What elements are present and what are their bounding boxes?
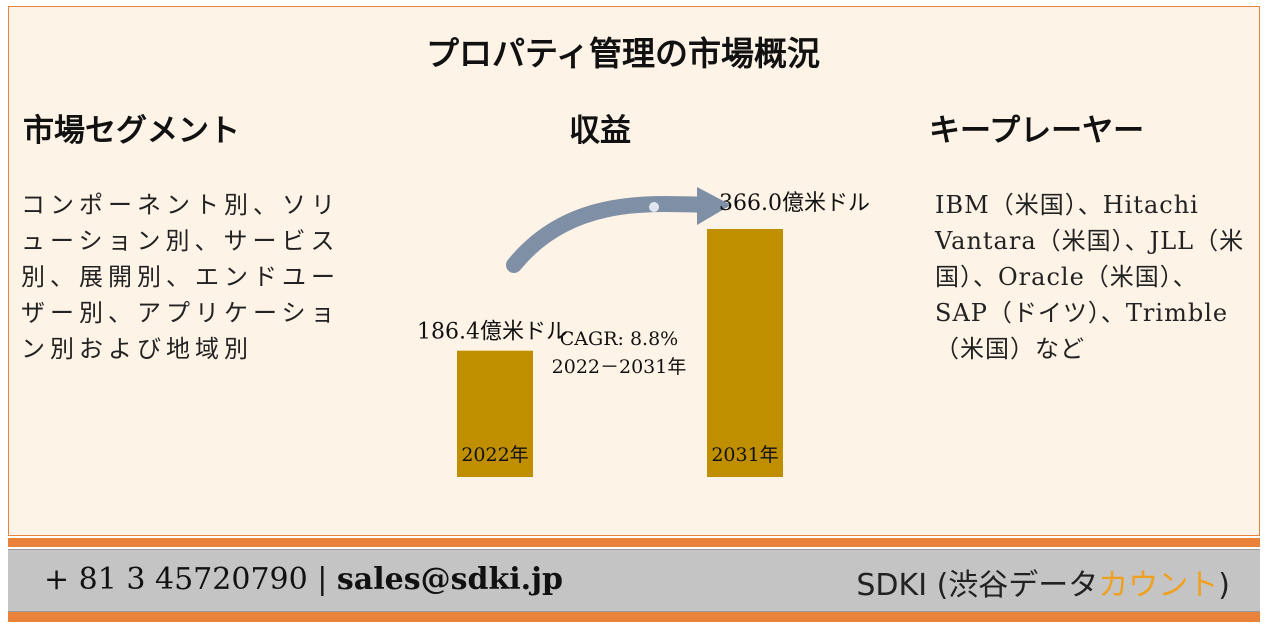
bar-2031年 <box>707 229 783 477</box>
brand-accent: カウント <box>1098 568 1219 603</box>
footer-top-stripe <box>8 538 1260 547</box>
category-label: 2022年 <box>461 444 528 466</box>
arrow-dot <box>649 202 659 212</box>
separator: | <box>317 562 328 597</box>
footer: + 81 3 45720790 | sales@sdki.jp SDKI (渋谷… <box>8 549 1260 612</box>
brand-close: ) <box>1218 568 1230 603</box>
cagr-period: 2022－2031年 <box>552 356 687 378</box>
overview-panel: プロパティ管理の市場概況 市場セグメント 収益 キープレーヤー コンポーネント別… <box>8 6 1260 536</box>
bar-2022年 <box>457 350 533 477</box>
email-link[interactable]: sales@sdki.jp <box>336 562 563 597</box>
contact-info: + 81 3 45720790 | sales@sdki.jp <box>44 562 563 597</box>
growth-arrow-head <box>697 187 731 225</box>
phone-number: + 81 3 45720790 <box>44 562 308 597</box>
segments-heading: 市場セグメント <box>23 113 240 149</box>
value-label: 366.0億米ドル <box>719 191 870 216</box>
cagr-label: CAGR: 8.8% <box>560 328 678 350</box>
growth-arrow <box>506 195 717 273</box>
players-text: IBM（米国）、Hitachi Vantara（米国）、JLL（米国）、Orac… <box>935 191 1245 363</box>
brand-name: SDKI (渋谷データカウント) <box>856 560 1230 604</box>
page-title: プロパティ管理の市場概況 <box>425 34 821 73</box>
segments-text: コンポーネント別、ソリューション別、サービス別、展開別、エンドユーザー別、アプリ… <box>21 191 340 363</box>
footer-bottom-stripe <box>8 612 1260 622</box>
brand-main: SDKI (渋谷データ <box>856 568 1099 603</box>
value-label: 186.4億米ドル <box>417 320 568 345</box>
players-heading: キープレーヤー <box>929 113 1145 149</box>
category-label: 2031年 <box>711 444 778 466</box>
revenue-heading: 収益 <box>569 113 631 149</box>
